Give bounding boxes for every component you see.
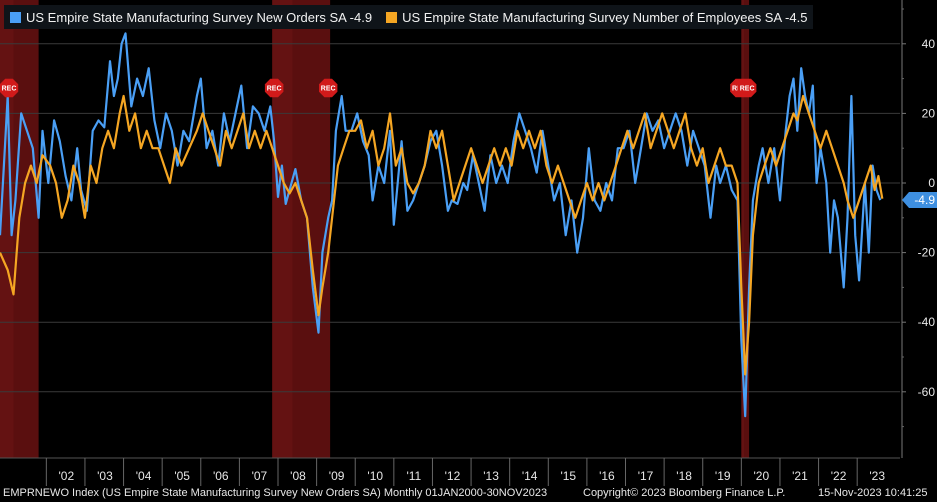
- x-tick-label-18: '20: [754, 469, 770, 483]
- rec-tag-label-1: REC: [267, 86, 282, 93]
- y-tick-label-2: 0: [928, 176, 935, 190]
- x-tick-label-4: '06: [213, 469, 229, 483]
- x-tick-label-6: '08: [290, 469, 306, 483]
- rec-tag-4: [737, 78, 757, 98]
- y-tick-label-5: -60: [918, 385, 936, 399]
- x-tick-label-11: '13: [483, 469, 499, 483]
- x-tick-label-19: '21: [792, 469, 808, 483]
- x-tick-label-14: '16: [599, 469, 615, 483]
- recession-band-shade-2: [741, 0, 745, 458]
- x-tick-label-20: '22: [831, 469, 847, 483]
- rec-tag-1: [264, 78, 284, 98]
- x-tick-label-12: '14: [522, 469, 538, 483]
- rec-tag-2: [319, 78, 338, 98]
- x-tick-label-16: '18: [676, 469, 692, 483]
- x-tick-label-5: '07: [252, 469, 268, 483]
- x-axis: '02 '03 '04 '05 '06 '07 '08 '09 '10 '11 '12 '13 '14 '…: [45, 458, 885, 486]
- y-tick-label-1: 20: [922, 106, 936, 120]
- rec-tag-label-0: REC: [2, 86, 17, 93]
- legend-label-employees: US Empire State Manufacturing Survey Num…: [402, 9, 808, 25]
- footer: EMPRNEWO Index (US Empire State Manufact…: [0, 487, 937, 502]
- series-lines: [0, 32, 884, 418]
- rec-tag-0: [0, 78, 19, 98]
- recession-tags: RECRECRECRECREC: [0, 78, 757, 98]
- footer-timestamp: 15-Nov-2023 10:41:25: [818, 487, 928, 499]
- y-tick-label-3: -20: [918, 246, 936, 260]
- legend-item-employees[interactable]: US Empire State Manufacturing Survey Num…: [386, 10, 807, 25]
- recession-band-shade-1: [272, 0, 293, 458]
- legend-item-new-orders[interactable]: US Empire State Manufacturing Survey New…: [10, 10, 372, 25]
- legend-swatch-new-orders: [10, 11, 21, 23]
- x-tick-label-10: '12: [445, 469, 461, 483]
- x-tick-label-2: '04: [136, 469, 152, 483]
- recession-bands: [0, 0, 750, 458]
- series-line-1: [0, 94, 884, 376]
- rec-tag-label-2: REC: [321, 86, 336, 93]
- x-tick-label-13: '15: [560, 469, 576, 483]
- x-tick-label-21: '23: [869, 469, 885, 483]
- current-value-badge: [902, 192, 937, 209]
- x-tick-label-15: '17: [638, 469, 654, 483]
- legend: US Empire State Manufacturing Survey New…: [4, 5, 814, 29]
- recession-band-shade-0: [0, 0, 14, 458]
- footer-copyright: Copyright© 2023 Bloomberg Finance L.P.: [583, 487, 786, 499]
- x-tick-label-17: '19: [715, 469, 731, 483]
- x-tick-label-0: '02: [59, 469, 75, 483]
- y-axis: 40 20 0 -20 -40 -60 -4.9: [901, 0, 937, 458]
- rec-tag-label-4: REC: [740, 86, 755, 93]
- current-value-label: -4.9: [914, 193, 935, 207]
- series-line-0: [0, 32, 882, 418]
- x-tick-label-1: '03: [97, 469, 113, 483]
- footer-ticker-info: EMPRNEWO Index (US Empire State Manufact…: [3, 487, 548, 499]
- x-tick-label-7: '09: [329, 469, 345, 483]
- legend-swatch-employees: [386, 11, 398, 23]
- x-tick-label-9: '11: [406, 469, 421, 483]
- x-tick-label-8: '10: [367, 469, 383, 483]
- legend-label-new-orders: US Empire State Manufacturing Survey New…: [26, 9, 373, 25]
- y-tick-label-0: 40: [922, 37, 936, 51]
- y-tick-label-4: -40: [918, 315, 936, 329]
- recession-band-2: [741, 0, 750, 458]
- x-tick-label-3: '05: [174, 469, 190, 483]
